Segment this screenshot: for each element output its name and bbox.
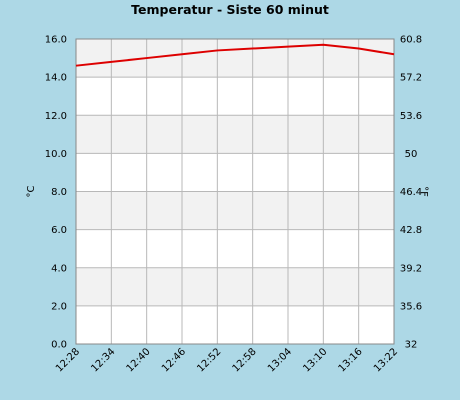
y-tick-label: 8.0 <box>51 187 67 198</box>
plot-band <box>76 229 394 268</box>
y-tick-label: 4.0 <box>51 263 67 274</box>
y-tick-label: 14.0 <box>45 73 67 84</box>
x-tick-label: 12:34 <box>89 346 117 374</box>
plot-band <box>76 115 394 154</box>
plot-band <box>76 305 394 344</box>
plot-bands <box>76 39 394 344</box>
plot-band <box>76 267 394 306</box>
y-tick-label: 16.0 <box>45 35 67 46</box>
y-tick-label: 0.0 <box>51 340 67 351</box>
chart-title: Temperatur - Siste 60 minut <box>131 2 329 17</box>
y2-tick-label: 53.6 <box>400 111 422 122</box>
right-axis-ticks: 32 35.6 39.2 42.8 46.4 50 53.6 57.2 60.8 <box>400 35 422 351</box>
series-layer <box>75 43 395 67</box>
plot-band <box>76 77 394 116</box>
x-tick-label: 13:10 <box>301 346 329 374</box>
y-tick-label: 10.0 <box>45 149 67 160</box>
left-axis-ticks: 0.0 2.0 4.0 6.0 8.0 10.0 12.0 14.0 16.0 <box>45 35 67 351</box>
y2-tick-label: 50 <box>405 149 418 160</box>
x-axis-ticks: 12:28 12:34 12:40 12:46 12:52 12:58 13:04 13:10… <box>54 346 400 374</box>
x-tick-label: 13:22 <box>372 346 400 374</box>
y2-tick-label: 35.6 <box>400 301 422 312</box>
x-tick-label: 12:46 <box>160 346 188 374</box>
x-tick-label: 13:04 <box>266 346 294 374</box>
y2-tick-label: 39.2 <box>400 263 422 274</box>
x-tick-label: 12:28 <box>54 346 82 374</box>
y-tick-label: 2.0 <box>51 301 67 312</box>
x-tick-label: 12:40 <box>125 346 153 374</box>
y2-tick-label: 60.8 <box>400 35 422 46</box>
x-tick-label: 13:16 <box>337 346 365 374</box>
y-axis-label: °C <box>26 185 37 197</box>
y2-tick-label: 32 <box>405 340 418 351</box>
y2-axis-label: °F <box>418 186 429 197</box>
temperature-series-line <box>75 43 395 67</box>
plot-band <box>76 39 394 78</box>
plot-border <box>75 38 395 345</box>
y-tick-label: 6.0 <box>51 225 67 236</box>
plot-band <box>76 153 394 192</box>
y2-tick-label: 57.2 <box>400 73 422 84</box>
plot-band <box>76 191 394 230</box>
x-tick-label: 12:52 <box>195 346 223 374</box>
y2-tick-label: 46.4 <box>400 187 422 198</box>
x-tick-label: 12:58 <box>231 346 259 374</box>
y-tick-label: 12.0 <box>45 111 67 122</box>
y2-tick-label: 42.8 <box>400 225 422 236</box>
